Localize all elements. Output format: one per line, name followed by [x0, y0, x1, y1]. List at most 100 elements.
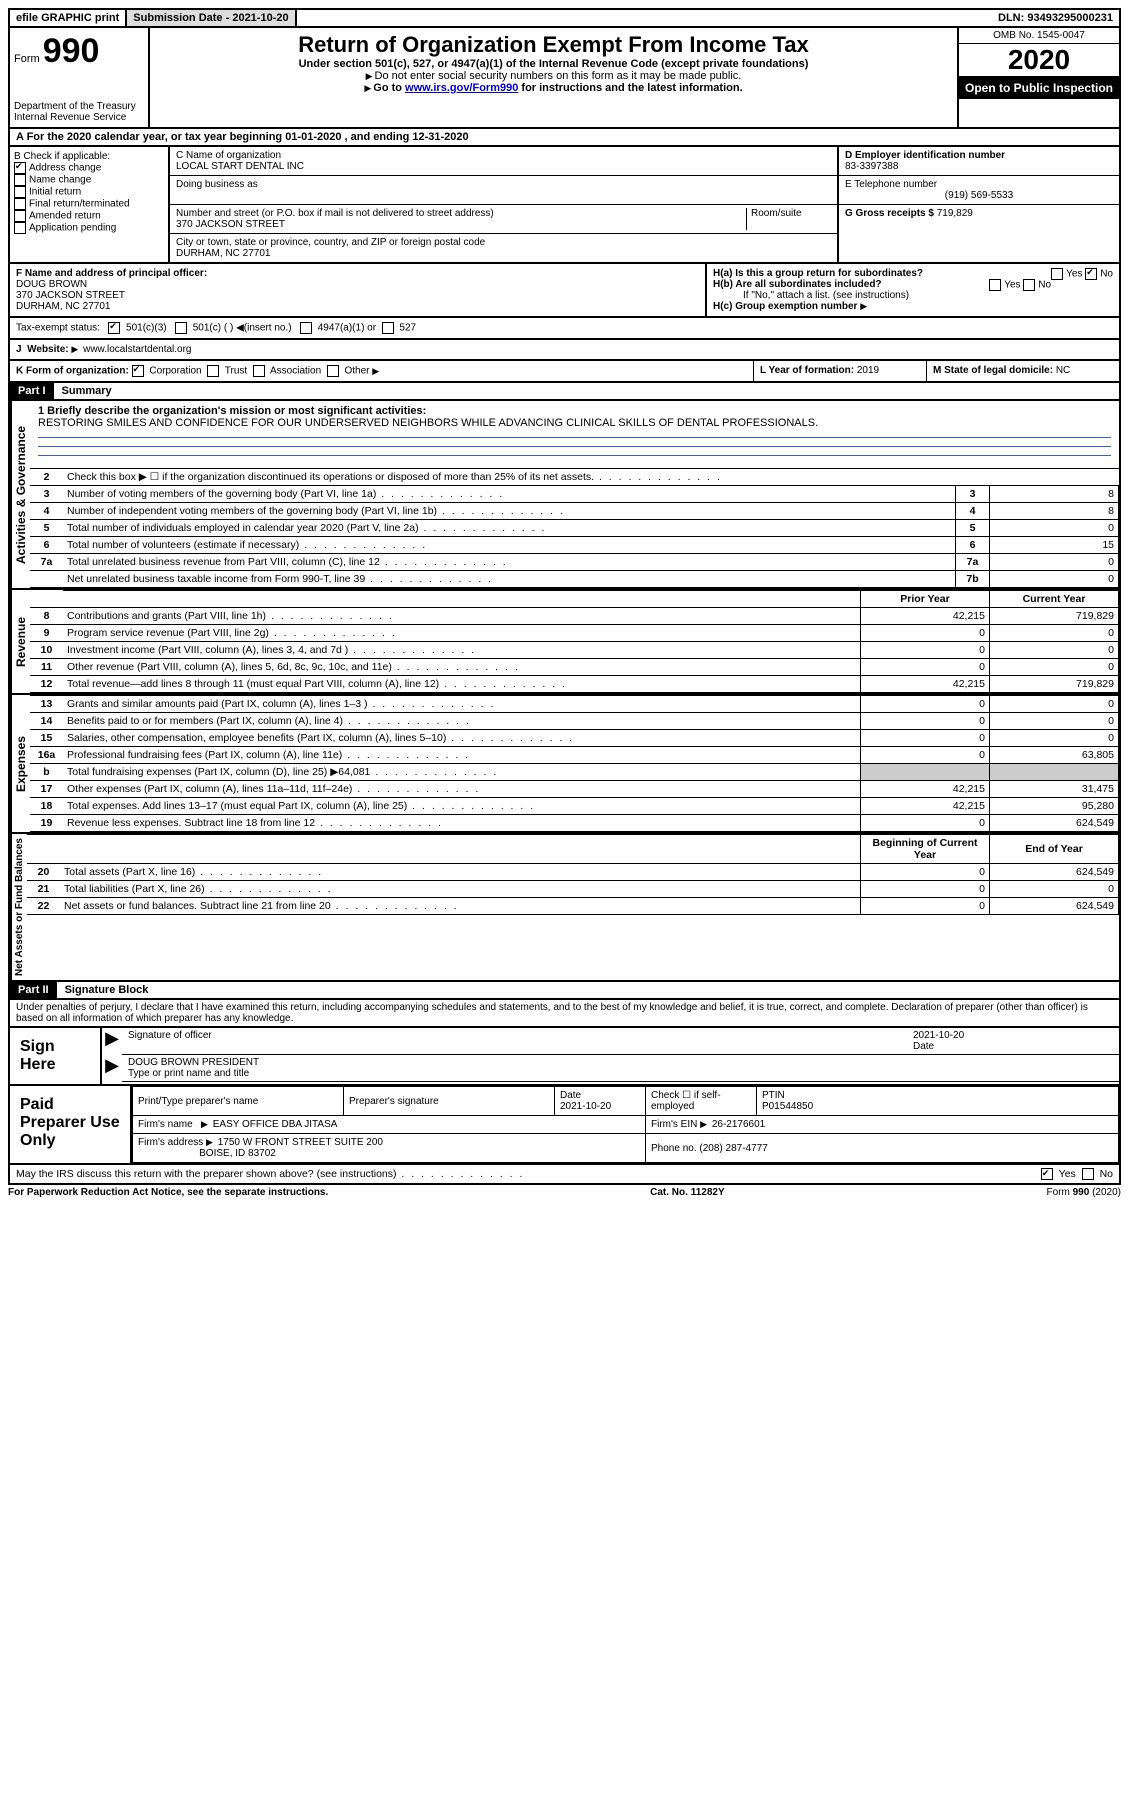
- table-row: 21Total liabilities (Part X, line 26)00: [27, 881, 1119, 898]
- gross-receipts-value: 719,829: [937, 208, 973, 219]
- table-row: 14Benefits paid to or for members (Part …: [30, 713, 1119, 730]
- section-a: A For the 2020 calendar year, or tax yea…: [8, 129, 1121, 147]
- open-to-public: Open to Public Inspection: [959, 77, 1119, 99]
- org-name-label: C Name of organization: [176, 150, 831, 161]
- table-row: 2Check this box ▶ ☐ if the organization …: [30, 469, 1119, 486]
- table-row: 16aProfessional fundraising fees (Part I…: [30, 747, 1119, 764]
- website-value: www.localstartdental.org: [83, 344, 191, 355]
- table-row: 20Total assets (Part X, line 16)0624,549: [27, 864, 1119, 881]
- dln: DLN: 93493295000231: [992, 10, 1119, 26]
- part2-header: Part II Signature Block: [8, 982, 1121, 1000]
- table-row: 8Contributions and grants (Part VIII, li…: [30, 608, 1119, 625]
- street-address: 370 JACKSON STREET: [176, 219, 746, 230]
- table-row: 22Net assets or fund balances. Subtract …: [27, 898, 1119, 915]
- dba-label: Doing business as: [176, 179, 831, 190]
- paid-preparer-label: Paid Preparer Use Only: [10, 1086, 132, 1163]
- officer-name: DOUG BROWN: [16, 279, 699, 290]
- table-row: 10Investment income (Part VIII, column (…: [30, 642, 1119, 659]
- ha-label: H(a) Is this a group return for subordin…: [713, 268, 923, 279]
- sidebar-expenses: Expenses: [10, 695, 30, 832]
- table-row: 7aTotal unrelated business revenue from …: [30, 554, 1119, 571]
- table-row: 17Other expenses (Part IX, column (A), l…: [30, 781, 1119, 798]
- table-row: 15Salaries, other compensation, employee…: [30, 730, 1119, 747]
- officer-addr1: 370 JACKSON STREET: [16, 290, 699, 301]
- room-suite-label: Room/suite: [746, 208, 831, 230]
- mission-label: 1 Briefly describe the organization's mi…: [38, 405, 426, 417]
- top-bar: efile GRAPHIC print Submission Date - 20…: [8, 8, 1121, 28]
- table-row: 11Other revenue (Part VIII, column (A), …: [30, 659, 1119, 676]
- table-row: 18Total expenses. Add lines 13–17 (must …: [30, 798, 1119, 815]
- hc-label: H(c) Group exemption number: [713, 301, 857, 312]
- ein-label: D Employer identification number: [845, 150, 1113, 161]
- phone-label: E Telephone number: [845, 179, 1113, 190]
- ag-table: 2Check this box ▶ ☐ if the organization …: [30, 468, 1119, 588]
- omb-number: OMB No. 1545-0047: [959, 28, 1119, 43]
- table-row: 9Program service revenue (Part VIII, lin…: [30, 625, 1119, 642]
- gross-receipts-label: G Gross receipts $: [845, 208, 937, 219]
- form-title: Return of Organization Exempt From Incom…: [154, 32, 953, 58]
- revenue-section: Revenue Prior Year Current Year 8Contrib…: [8, 590, 1121, 695]
- table-row: 6Total number of volunteers (estimate if…: [30, 537, 1119, 554]
- sidebar-revenue: Revenue: [10, 590, 30, 693]
- state-domicile: NC: [1056, 365, 1070, 376]
- table-row: Net unrelated business taxable income fr…: [30, 571, 1119, 588]
- box-f-label: F Name and address of principal officer:: [16, 268, 207, 279]
- sidebar-netassets: Net Assets or Fund Balances: [10, 834, 27, 980]
- activities-governance-section: Activities & Governance 1 Briefly descri…: [8, 401, 1121, 590]
- ptin-value: P01544850: [762, 1101, 813, 1112]
- officer-group-block: F Name and address of principal officer:…: [8, 264, 1121, 318]
- sidebar-activities: Activities & Governance: [10, 401, 30, 588]
- website-row: J Website: www.localstartdental.org: [8, 340, 1121, 361]
- paid-preparer-block: Paid Preparer Use Only Print/Type prepar…: [8, 1086, 1121, 1165]
- table-row: 4Number of independent voting members of…: [30, 503, 1119, 520]
- printed-name-label: Type or print name and title: [128, 1068, 1113, 1079]
- subtitle-2: Do not enter social security numbers on …: [375, 70, 742, 82]
- netassets-table: Beginning of Current Year End of Year 20…: [27, 834, 1119, 915]
- city-state-zip: DURHAM, NC 27701: [176, 248, 831, 259]
- revenue-table: Prior Year Current Year 8Contributions a…: [30, 590, 1119, 693]
- table-row: 12Total revenue—add lines 8 through 11 (…: [30, 676, 1119, 693]
- netassets-section: Net Assets or Fund Balances Beginning of…: [8, 834, 1121, 982]
- hb-note: If "No," attach a list. (see instruction…: [713, 290, 1113, 301]
- signature-block: Sign Here ▶ Signature of officer 2021-10…: [8, 1028, 1121, 1086]
- submission-date: Submission Date - 2021-10-20: [127, 10, 296, 26]
- part1-header: Part I Summary: [8, 383, 1121, 401]
- ein-value: 83-3397388: [845, 161, 1113, 172]
- table-row: 3Number of voting members of the governi…: [30, 486, 1119, 503]
- form-header: Form 990 Department of the Treasury Inte…: [8, 28, 1121, 129]
- mission-text: RESTORING SMILES AND CONFIDENCE FOR OUR …: [38, 417, 1111, 429]
- officer-printed-name: DOUG BROWN PRESIDENT: [128, 1057, 1113, 1068]
- penalties-text: Under penalties of perjury, I declare th…: [8, 1000, 1121, 1028]
- table-row: 13Grants and similar amounts paid (Part …: [30, 696, 1119, 713]
- expenses-section: Expenses 13Grants and similar amounts pa…: [8, 695, 1121, 834]
- phone-value: (919) 569-5533: [845, 190, 1113, 201]
- table-row: 5Total number of individuals employed in…: [30, 520, 1119, 537]
- year-formation: 2019: [857, 365, 879, 376]
- klm-row: K Form of organization: Corporation Trus…: [8, 361, 1121, 383]
- discuss-row: May the IRS discuss this return with the…: [8, 1165, 1121, 1185]
- officer-addr2: DURHAM, NC 27701: [16, 301, 699, 312]
- firm-name: EASY OFFICE DBA JITASA: [213, 1119, 338, 1130]
- form-word: Form: [14, 53, 40, 65]
- box-b-label: B Check if applicable:: [14, 151, 164, 162]
- addr-label: Number and street (or P.O. box if mail i…: [176, 208, 746, 219]
- city-label: City or town, state or province, country…: [176, 237, 831, 248]
- firm-phone: (208) 287-4777: [699, 1143, 767, 1154]
- hb-label: H(b) Are all subordinates included?: [713, 279, 882, 290]
- irs-link[interactable]: www.irs.gov/Form990: [405, 82, 518, 94]
- table-row: bTotal fundraising expenses (Part IX, co…: [30, 764, 1119, 781]
- expenses-table: 13Grants and similar amounts paid (Part …: [30, 695, 1119, 832]
- identity-block: B Check if applicable: Address change Na…: [8, 147, 1121, 264]
- subtitle-1: Under section 501(c), 527, or 4947(a)(1)…: [154, 58, 953, 70]
- tax-exempt-row: Tax-exempt status: 501(c)(3) 501(c) ( ) …: [8, 318, 1121, 340]
- form-number: 990: [43, 32, 100, 70]
- table-row: 19Revenue less expenses. Subtract line 1…: [30, 815, 1119, 832]
- firm-addr2: BOISE, ID 83702: [199, 1148, 276, 1159]
- dept-treasury: Department of the Treasury Internal Reve…: [14, 101, 144, 123]
- firm-ein: 26-2176601: [712, 1119, 765, 1130]
- efile-label: efile GRAPHIC print: [10, 10, 127, 26]
- firm-addr1: 1750 W FRONT STREET SUITE 200: [218, 1137, 383, 1148]
- taxexempt-label: Tax-exempt status:: [16, 323, 100, 334]
- sig-officer-label: Signature of officer: [128, 1030, 913, 1052]
- page-footer: For Paperwork Reduction Act Notice, see …: [8, 1185, 1121, 1198]
